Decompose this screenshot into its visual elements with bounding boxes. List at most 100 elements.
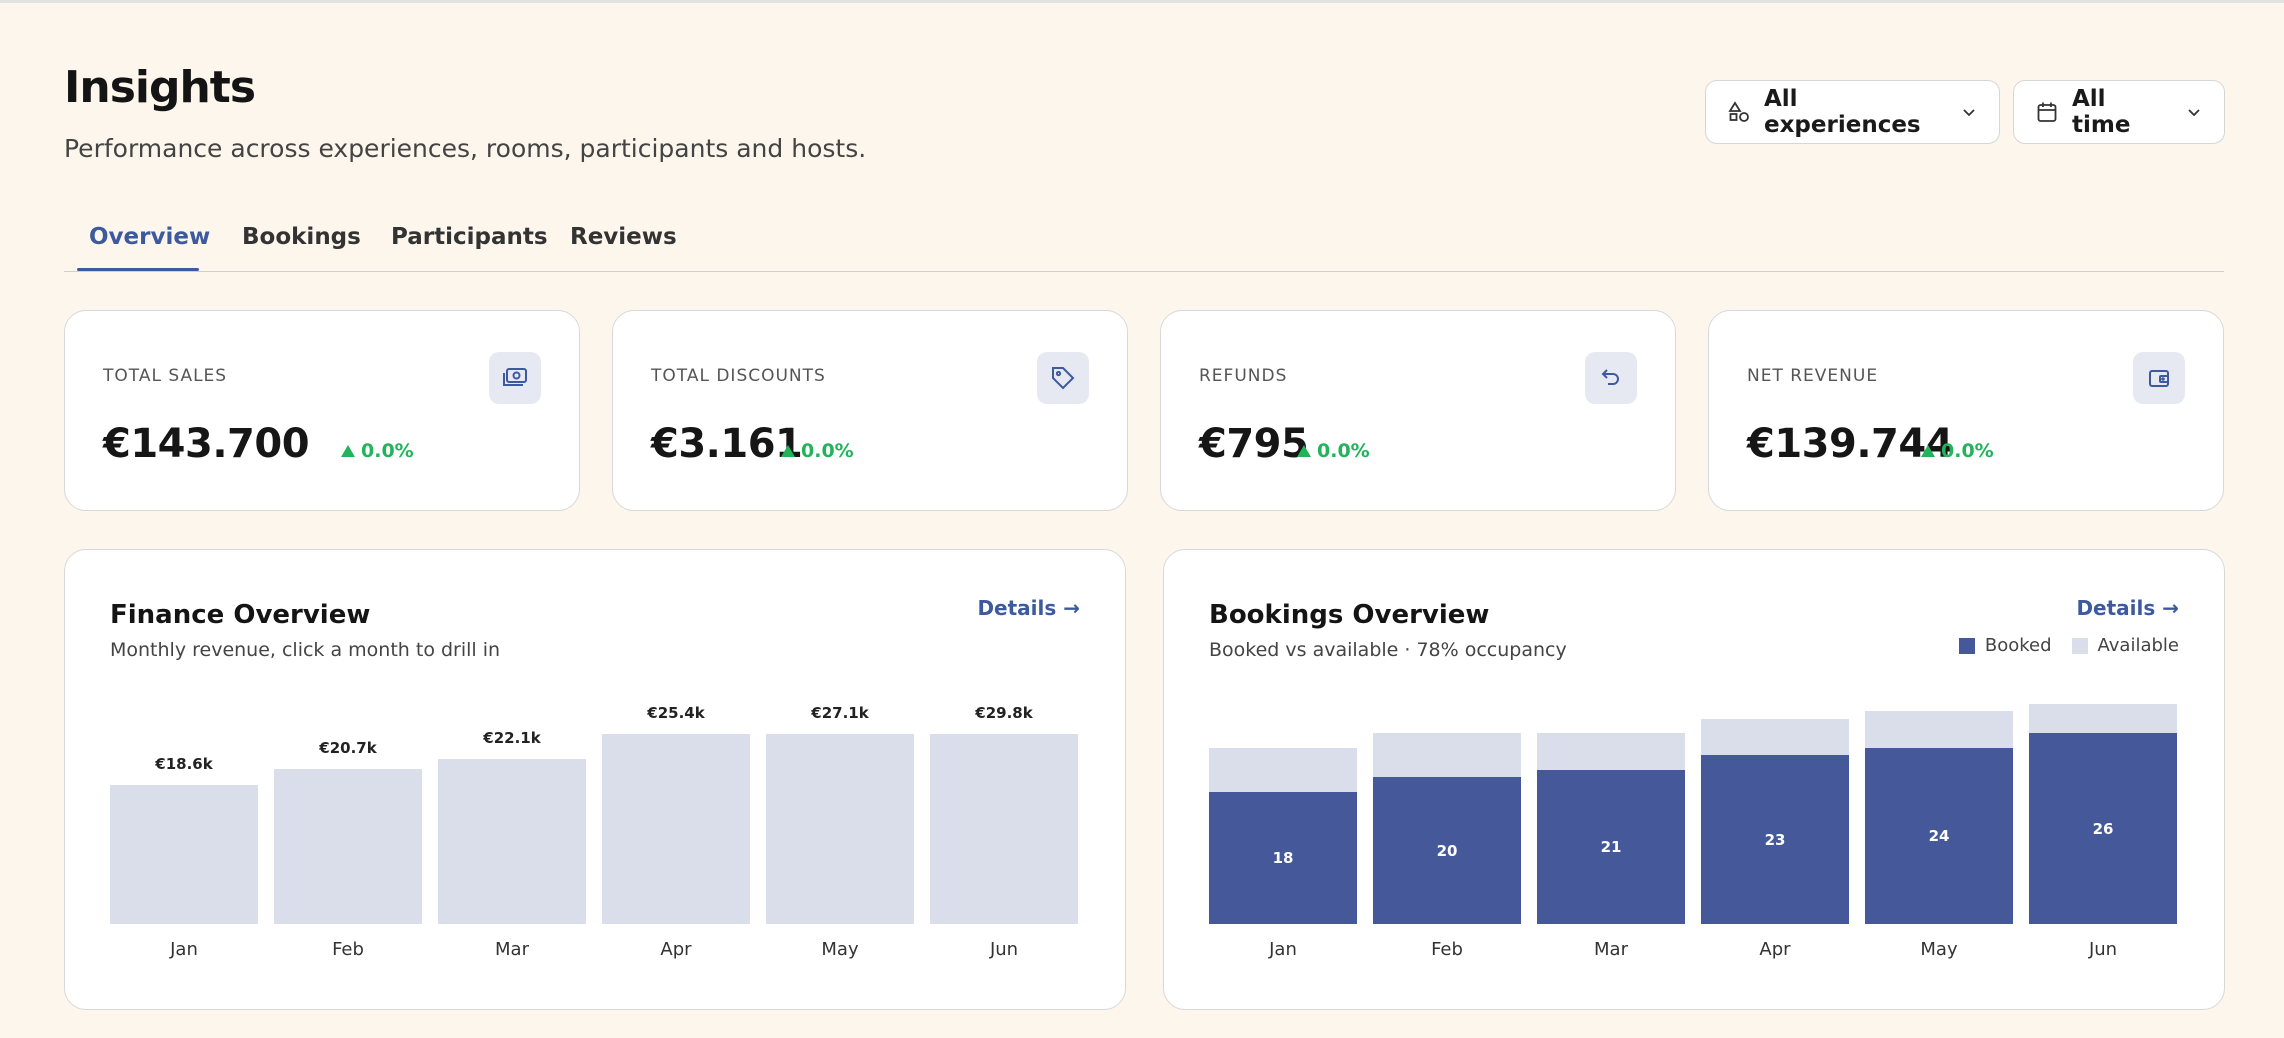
chart-legend: Booked Available bbox=[1939, 635, 2179, 656]
panel-title: Bookings Overview bbox=[1209, 600, 1490, 630]
x-tick-label: Jun bbox=[2088, 939, 2118, 960]
x-tick-label: May bbox=[821, 939, 859, 960]
bar-available[interactable] bbox=[1701, 718, 1849, 756]
bar-booked[interactable] bbox=[1865, 748, 2013, 924]
kpi-value: €143.700 bbox=[103, 421, 310, 467]
bar[interactable] bbox=[602, 734, 750, 924]
bar-value-label: €27.1k bbox=[811, 704, 869, 722]
bar-available[interactable] bbox=[1373, 733, 1521, 778]
bar-available[interactable] bbox=[1865, 711, 2013, 748]
undo-icon bbox=[1585, 352, 1637, 404]
kpi-card-total-sales: TOTAL SALES €143.700 0.0% bbox=[64, 310, 580, 511]
bar-value-label: €22.1k bbox=[483, 728, 541, 747]
bar-booked[interactable] bbox=[1209, 792, 1357, 924]
bar-value-label: 21 bbox=[1600, 838, 1622, 856]
kpi-value: €795 bbox=[1199, 421, 1309, 467]
chevron-down-icon bbox=[2186, 104, 2202, 120]
tab-reviews[interactable]: Reviews bbox=[570, 224, 677, 250]
bar[interactable] bbox=[274, 769, 422, 924]
finance-bar-chart: €18.6k Jan €20.7k Feb €22.1k Mar €25.4k Apr €27.… bbox=[65, 550, 1127, 1011]
active-tab-indicator bbox=[77, 268, 199, 271]
kpi-delta: 0.0% bbox=[341, 440, 414, 462]
bar-booked[interactable] bbox=[2029, 733, 2177, 924]
bar-value-label: €29.8k bbox=[975, 704, 1033, 722]
bar[interactable] bbox=[930, 734, 1078, 924]
kpi-delta-value: 0.0% bbox=[1317, 440, 1370, 462]
kpi-delta: 0.0% bbox=[1921, 440, 1994, 462]
page-title: Insights bbox=[64, 62, 256, 113]
kpi-card-refunds: REFUNDS €795 0.0% bbox=[1160, 310, 1676, 511]
x-tick-label: May bbox=[1920, 939, 1958, 960]
bookings-stacked-bar-chart: 18 Jan 20 Feb 21 Mar 23 Apr 24 May 26 Jun bbox=[1164, 550, 2226, 1011]
kpi-label: REFUNDS bbox=[1199, 366, 1288, 386]
bar-value-label: €20.7k bbox=[319, 739, 377, 758]
kpi-delta: 0.0% bbox=[1297, 440, 1370, 462]
kpi-card-net-revenue: NET REVENUE €139.744 0.0% bbox=[1708, 310, 2224, 511]
kpi-label: TOTAL DISCOUNTS bbox=[651, 366, 826, 386]
bar-booked[interactable] bbox=[1701, 755, 1849, 924]
kpi-delta-value: 0.0% bbox=[361, 440, 414, 462]
kpi-label: TOTAL SALES bbox=[103, 366, 228, 386]
time-filter-label: All time bbox=[2072, 86, 2131, 138]
kpi-value: €3.161 bbox=[651, 421, 803, 467]
bar[interactable] bbox=[766, 734, 914, 924]
bar-booked[interactable] bbox=[1373, 777, 1521, 924]
x-tick-label: Apr bbox=[660, 939, 692, 960]
up-triangle-icon bbox=[341, 445, 355, 457]
legend-label-available: Available bbox=[2097, 635, 2179, 656]
experiences-filter-button[interactable]: All experiences bbox=[1705, 80, 2000, 144]
time-filter-button[interactable]: All time bbox=[2013, 80, 2225, 144]
bar[interactable] bbox=[110, 784, 258, 924]
legend-item-available: Available bbox=[2071, 635, 2179, 656]
kpi-delta-value: 0.0% bbox=[801, 440, 854, 462]
page-subtitle: Performance across experiences, rooms, p… bbox=[64, 134, 867, 163]
finance-overview-panel: Finance Overview Monthly revenue, click … bbox=[64, 549, 1126, 1010]
calendar-icon bbox=[2036, 101, 2058, 123]
bar-value-label: €25.4k bbox=[647, 704, 705, 722]
kpi-card-total-discounts: TOTAL DISCOUNTS €3.161 0.0% bbox=[612, 310, 1128, 511]
x-tick-label: Mar bbox=[1594, 939, 1628, 960]
x-tick-label: Jan bbox=[1269, 939, 1297, 960]
kpi-delta-value: 0.0% bbox=[1941, 440, 1994, 462]
bar-value-label: 26 bbox=[2092, 819, 2114, 838]
bar[interactable] bbox=[438, 758, 586, 924]
kpi-label: NET REVENUE bbox=[1747, 366, 1879, 386]
panel-subtitle: Monthly revenue, click a month to drill … bbox=[110, 639, 501, 661]
bookings-details-link[interactable]: Details → bbox=[2076, 596, 2179, 620]
finance-details-link[interactable]: Details → bbox=[977, 596, 1080, 620]
top-border bbox=[0, 0, 2284, 3]
panel-title: Finance Overview bbox=[110, 600, 371, 630]
bar-value-label: 23 bbox=[1764, 830, 1786, 849]
bar-available[interactable] bbox=[1537, 733, 1685, 770]
x-tick-label: Mar bbox=[495, 939, 529, 960]
bar-value-label: €18.6k bbox=[155, 754, 213, 773]
x-tick-label: Feb bbox=[332, 939, 364, 960]
bar-value-label: 24 bbox=[1928, 827, 1950, 845]
tab-bar: Overview Bookings Participants Reviews bbox=[64, 214, 2224, 272]
legend-label-booked: Booked bbox=[1984, 635, 2052, 656]
up-triangle-icon bbox=[1921, 445, 1935, 457]
experiences-filter-label: All experiences bbox=[1764, 86, 1921, 138]
bar-value-label: 18 bbox=[1272, 849, 1294, 867]
shapes-icon bbox=[1728, 101, 1750, 123]
tag-icon bbox=[1037, 352, 1089, 404]
up-triangle-icon bbox=[1297, 445, 1311, 457]
cash-icon bbox=[489, 352, 541, 404]
up-triangle-icon bbox=[781, 445, 795, 457]
tab-participants[interactable]: Participants bbox=[391, 224, 548, 250]
legend-item-booked: Booked bbox=[1958, 635, 2052, 656]
bar-booked[interactable] bbox=[1537, 770, 1685, 924]
bar-available[interactable] bbox=[1209, 748, 1357, 792]
legend-swatch-available bbox=[2071, 637, 2088, 654]
bar-available[interactable] bbox=[2029, 704, 2177, 734]
wallet-icon bbox=[2133, 352, 2185, 404]
x-tick-label: Apr bbox=[1759, 939, 1791, 960]
x-tick-label: Feb bbox=[1431, 939, 1463, 960]
tab-bookings[interactable]: Bookings bbox=[242, 224, 361, 250]
x-tick-label: Jan bbox=[170, 939, 198, 960]
kpi-delta: 0.0% bbox=[781, 440, 854, 462]
bar-value-label: 20 bbox=[1436, 841, 1458, 860]
tab-overview[interactable]: Overview bbox=[89, 224, 211, 250]
bookings-overview-panel: Bookings Overview Booked vs available · … bbox=[1163, 549, 2225, 1010]
x-tick-label: Jun bbox=[989, 939, 1019, 960]
